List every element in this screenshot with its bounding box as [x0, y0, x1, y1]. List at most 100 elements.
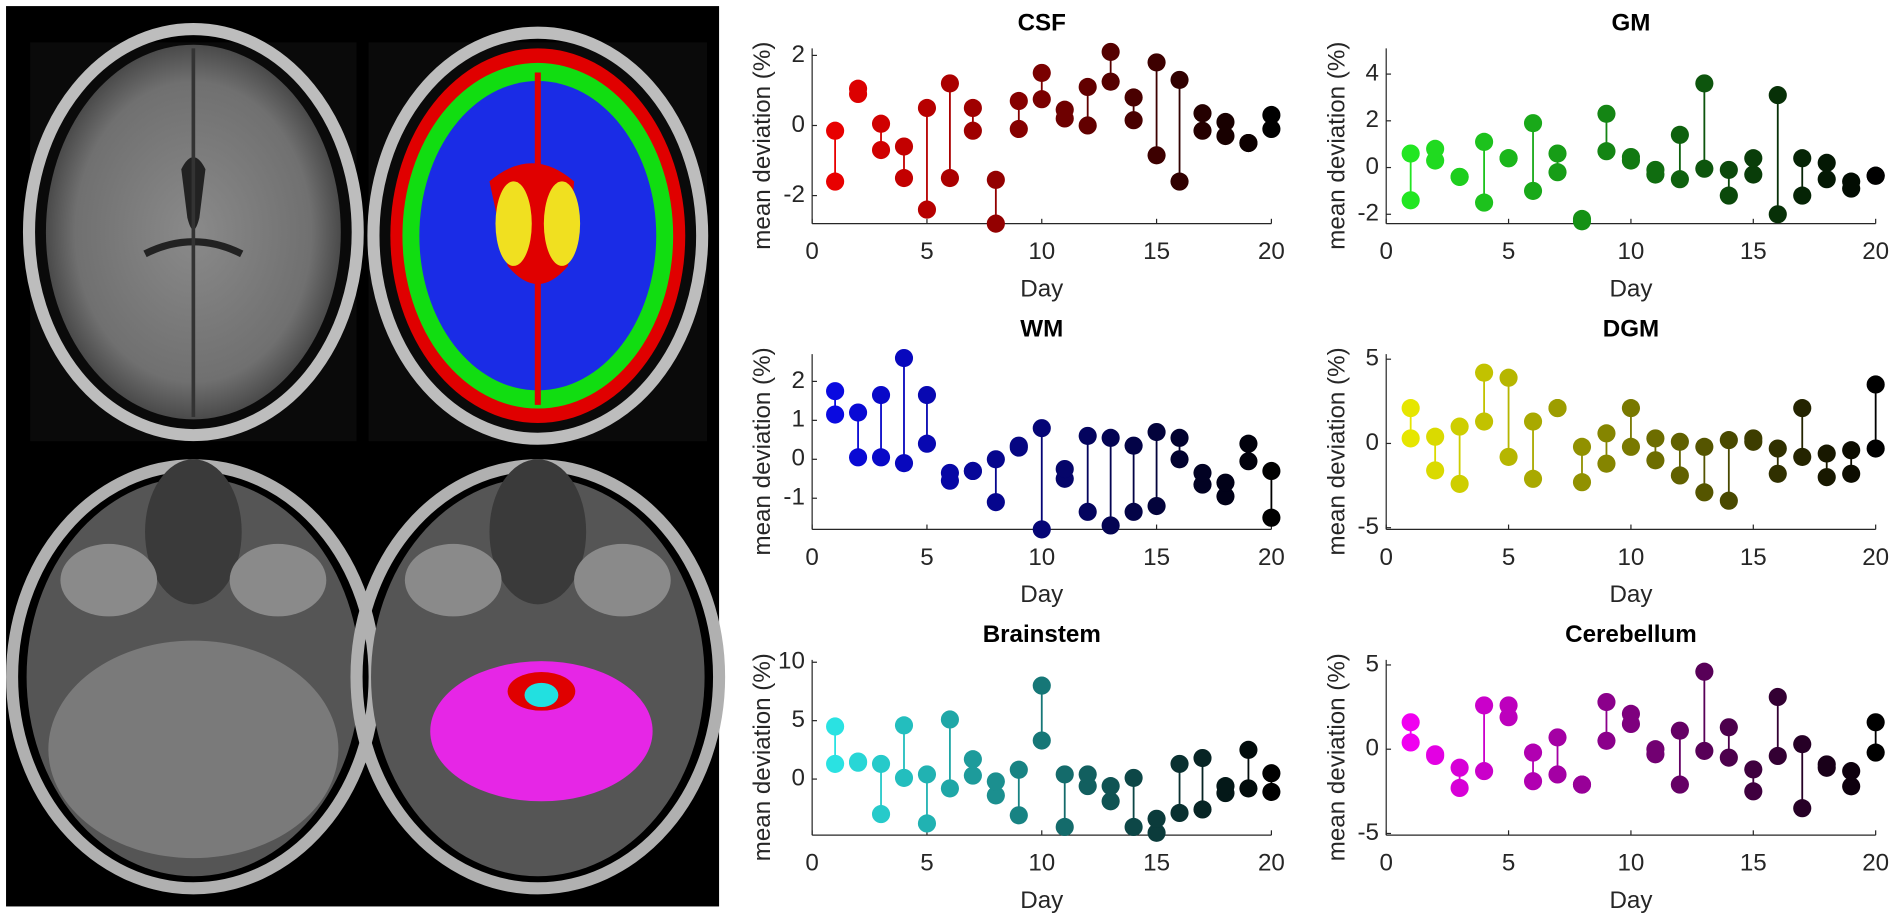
point [1239, 133, 1258, 153]
point [1078, 426, 1097, 445]
point [986, 170, 1005, 189]
point [1262, 461, 1281, 481]
point [1032, 419, 1051, 438]
point [1842, 777, 1861, 796]
point [1621, 704, 1640, 723]
point [1216, 487, 1235, 506]
point [1170, 172, 1189, 191]
point [1572, 209, 1592, 229]
point [940, 74, 959, 93]
point [1670, 775, 1689, 794]
x-tick-label: 5 [920, 238, 933, 265]
point [1475, 762, 1494, 781]
point [963, 121, 982, 140]
point [1719, 160, 1738, 179]
point [1499, 368, 1518, 387]
x-tick-label: 15 [1740, 850, 1767, 877]
point [1695, 483, 1714, 502]
x-axis-label: Day [1020, 887, 1064, 914]
point [1401, 144, 1420, 163]
point [1078, 502, 1097, 521]
point [1744, 149, 1763, 168]
point [1147, 422, 1166, 442]
x-tick-label: 5 [1502, 238, 1515, 265]
point [1193, 800, 1212, 819]
point [1768, 205, 1787, 224]
point [1695, 662, 1714, 681]
point [1401, 733, 1420, 752]
point [1009, 91, 1028, 111]
point [986, 450, 1005, 469]
point [1523, 469, 1543, 488]
point [1239, 779, 1258, 798]
x-tick-label: 5 [1502, 544, 1515, 571]
point [894, 768, 914, 787]
point [963, 750, 982, 769]
point [1744, 782, 1763, 801]
x-tick-label: 15 [1143, 238, 1170, 265]
point [871, 114, 891, 133]
x-tick-label: 0 [1379, 850, 1392, 877]
point [1009, 806, 1028, 825]
point [1170, 803, 1189, 823]
point [1572, 473, 1592, 492]
point [1262, 764, 1281, 783]
point [826, 172, 845, 191]
point [849, 448, 868, 467]
point [894, 168, 914, 188]
point [1475, 132, 1494, 151]
point [1055, 459, 1074, 479]
point [1523, 743, 1543, 762]
point [1124, 768, 1143, 787]
point [1147, 823, 1166, 842]
point [1239, 434, 1258, 453]
point [1695, 741, 1714, 760]
point [1499, 149, 1518, 168]
chart-title: WM [1020, 315, 1063, 342]
point [1572, 437, 1592, 456]
point [1216, 112, 1235, 132]
point [1101, 516, 1120, 535]
point [826, 754, 845, 773]
point [1744, 429, 1763, 448]
point [1009, 436, 1028, 455]
point [1817, 755, 1836, 774]
point [986, 493, 1005, 512]
point [1695, 159, 1714, 178]
x-tick-label: 20 [1862, 238, 1889, 265]
chart-title: DGM [1603, 315, 1659, 342]
point [1426, 139, 1445, 158]
point [1032, 63, 1051, 82]
point [1078, 77, 1097, 97]
point [1193, 121, 1212, 140]
point [1817, 170, 1836, 189]
point [1719, 186, 1738, 205]
point [1646, 740, 1665, 759]
point [1695, 437, 1714, 456]
point [1262, 119, 1281, 139]
y-tick-label: 2 [791, 367, 804, 394]
point [1239, 452, 1258, 471]
y-tick-label: 2 [1366, 106, 1379, 133]
point [986, 214, 1005, 233]
x-axis-label: Day [1609, 275, 1653, 302]
point [1744, 165, 1763, 184]
point [1793, 186, 1812, 205]
point [826, 121, 845, 140]
x-tick-label: 0 [805, 544, 818, 571]
point [1842, 441, 1861, 460]
point [1426, 461, 1445, 480]
point [1216, 473, 1235, 492]
point [1147, 53, 1166, 72]
point [1597, 692, 1616, 712]
point [1239, 740, 1258, 759]
point [1078, 765, 1097, 784]
mri-panel [6, 6, 726, 907]
point [871, 385, 891, 405]
point [1523, 181, 1543, 200]
point [1170, 428, 1189, 447]
point [986, 786, 1005, 805]
point [1768, 86, 1787, 105]
point [871, 805, 891, 824]
